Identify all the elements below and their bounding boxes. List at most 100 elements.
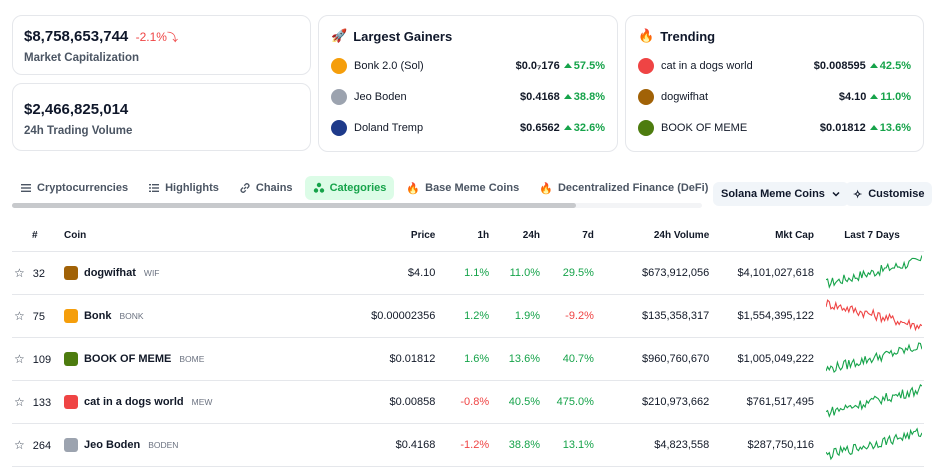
trending-item[interactable]: dogwifhat $4.10 11.0% [638,81,911,112]
coin-change: 38.8% [563,91,605,103]
trending-item[interactable]: cat in a dogs world $0.008595 42.5% [638,50,911,81]
tabs-scrollbar-thumb[interactable] [12,203,576,208]
mktcap-cell: $1,005,049,222 [715,337,820,381]
coin-logo-icon [638,57,654,74]
trending-card[interactable]: 🔥 Trending cat in a dogs world $0.008595 4… [625,15,924,152]
change-24h-cell: 1.9% [495,294,546,338]
tab-chains[interactable]: Chains [231,176,301,200]
gainer-item[interactable]: Bonk 2.0 (Sol) $0.0₇176 57.5% [331,50,605,81]
table-row[interactable]: ☆ 75 Bonk BONK $0.00002356 1.2% 1.9% -9.2% $135,… [12,294,924,338]
header-coin[interactable]: Coin [57,220,356,252]
categories-icon [313,182,325,194]
coin-link[interactable]: Jeo Boden BODEN [63,437,350,452]
largest-gainers-card[interactable]: 🚀 Largest Gainers Bonk 2.0 (Sol) $0.0₇176… [318,15,618,152]
price-cell: $0.4168 [355,423,442,467]
coin-name: Bonk 2.0 (Sol) [354,59,424,72]
down-arrow-icon: ⤵ [166,32,178,44]
trending-item[interactable]: BOOK OF MEME $0.01812 13.6% [638,112,911,143]
gainer-item[interactable]: Doland Tremp $0.6562 32.6% [331,112,605,143]
up-triangle-icon [563,93,572,99]
change-7d-cell: 475.0% [546,380,600,424]
star-icon[interactable]: ☆ [14,437,25,452]
coin-link[interactable]: Bonk BONK [63,308,350,323]
coin-link[interactable]: BOOK OF MEME BOME [63,351,350,366]
coin-link[interactable]: dogwifhat WIF [63,265,350,280]
star-icon[interactable]: ☆ [14,394,25,409]
coin-link[interactable]: cat in a dogs world MEW [63,394,350,409]
coin-change: 32.6% [563,122,605,134]
market-cap-label: Market Capitalization [24,52,140,64]
coin-logo-icon [63,308,78,323]
header-rank[interactable]: # [12,220,58,252]
coin-logo-icon [638,88,654,105]
coins-table: # Coin Price 1h 24h 7d 24h Volume Mkt Ca… [12,220,924,467]
change-7d-cell: 29.5% [546,251,600,295]
sparkline-chart [825,342,923,373]
table-row[interactable]: ☆ 264 Jeo Boden BODEN $0.4168 -1.2% 38.8% 13.1%… [12,423,924,467]
coin-logo-icon [638,119,654,136]
coin-logo-icon [331,119,347,136]
header-7d[interactable]: 7d [546,220,600,252]
coin-price: $0.008595 [813,59,866,72]
tabs-scrollbar[interactable] [12,203,702,208]
largest-gainers-title[interactable]: 🚀 Largest Gainers [331,28,453,44]
coin-name: dogwifhat [83,266,136,279]
highlights-icon [148,182,160,194]
coin-logo-icon [331,57,347,74]
change-24h-cell: 40.5% [495,380,546,424]
customise-button[interactable]: ✧ Customise [845,182,933,206]
tab-highlights[interactable]: Highlights [140,176,227,200]
rank: 264 [32,439,52,452]
table-row[interactable]: ☆ 32 dogwifhat WIF $4.10 1.1% 11.0% 29.5% $673,9… [12,251,924,295]
tab-base-meme-coins[interactable]: 🔥 Base Meme Coins [406,182,520,195]
table-header-row: # Coin Price 1h 24h 7d 24h Volume Mkt Ca… [12,220,924,252]
coin-symbol: BOME [179,353,205,364]
header-mktcap[interactable]: Mkt Cap [715,220,820,252]
header-volume[interactable]: 24h Volume [599,220,716,252]
change-1h-cell: -0.8% [441,380,496,424]
volume-cell: $673,912,056 [599,251,716,295]
table-row[interactable]: ☆ 133 cat in a dogs world MEW $0.00858 -0.8% 4… [12,380,924,424]
market-cap-change: -2.1%⤵ [135,30,178,44]
coin-name: Bonk [83,309,112,322]
coin-logo-icon [63,437,78,452]
coin-price: $0.4168 [520,90,560,103]
header-price[interactable]: Price [355,220,442,252]
price-cell: $0.00858 [355,380,442,424]
mktcap-cell: $287,750,116 [715,423,820,467]
category-filter-dropdown[interactable]: Solana Meme Coins [713,182,849,206]
header-1h[interactable]: 1h [441,220,496,252]
header-24h[interactable]: 24h [495,220,546,252]
volume-label: 24h Trading Volume [24,125,133,137]
star-icon[interactable]: ☆ [14,351,25,366]
change-7d-cell: 13.1% [546,423,600,467]
star-icon[interactable]: ☆ [14,308,25,323]
link-icon [239,182,251,194]
fire-icon: 🔥 [638,28,655,43]
tab-decentralized-finance-defi[interactable]: 🔥 Decentralized Finance (DeFi) [539,182,709,195]
gainer-item[interactable]: Jeo Boden $0.4168 38.8% [331,81,605,112]
coin-logo-icon [331,88,347,105]
coin-logo-icon [63,351,78,366]
fire-icon: 🔥 [406,182,421,195]
tab-cryptocurrencies[interactable]: Cryptocurrencies [12,176,136,200]
table-row[interactable]: ☆ 109 BOOK OF MEME BOME $0.01812 1.6% 13.6% 40.… [12,337,924,381]
star-icon[interactable]: ☆ [14,265,25,280]
up-triangle-icon [563,62,572,68]
coin-price: $0.6562 [520,121,560,134]
rank: 109 [32,353,52,366]
price-cell: $4.10 [355,251,442,295]
header-last-7-days: Last 7 Days [819,220,924,252]
trending-title[interactable]: 🔥 Trending [638,28,716,44]
rocket-icon: 🚀 [331,28,348,43]
tab-categories[interactable]: Categories [304,176,395,200]
volume-cell: $135,358,317 [599,294,716,338]
coin-change: 57.5% [563,60,605,72]
volume-cell: $210,973,662 [599,380,716,424]
coin-symbol: MEW [191,396,213,407]
change-1h-cell: 1.2% [441,294,496,338]
coin-name: dogwifhat [661,90,709,103]
up-triangle-icon [563,124,572,130]
rank: 133 [32,396,52,409]
coin-change: 42.5% [869,60,911,72]
